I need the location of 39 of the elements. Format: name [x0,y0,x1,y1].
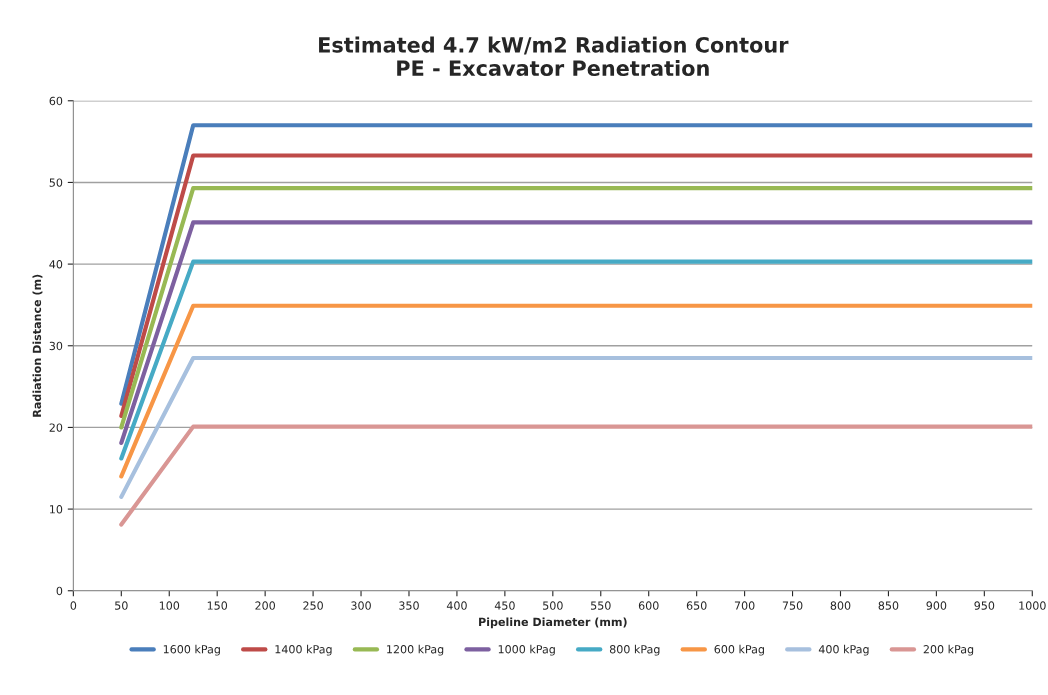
x-tick-label: 400 [446,601,467,610]
x-tick-label: 850 [878,601,899,610]
x-tick-label: 750 [782,601,803,610]
x-tick-label: 0 [70,601,77,610]
y-tick-label: 30 [49,341,63,351]
x-tick-label: 300 [351,601,371,610]
legend-label: 1200 kPag [387,644,444,656]
legend-label: 1000 kPag [498,644,555,656]
y-axis-title: Radiation Distance (m) [32,274,43,417]
x-tick-label: 50 [115,601,128,610]
legend-label: 800 kPag [609,644,660,656]
x-tick-label: 500 [543,601,563,610]
x-tick-label: 700 [734,601,755,610]
x-tick-label: 600 [638,601,659,610]
legend-label: 200 kPag [923,644,974,656]
y-tick-label: 60 [49,96,63,106]
x-axis-title: Pipeline Diameter (mm) [479,617,627,629]
x-tick-label: 550 [591,601,611,610]
x-tick-label: 800 [830,601,851,610]
chart-title: Estimated 4.7 kW/m2 Radiation Contour PE - Excavator Penetration [319,36,789,77]
x-tick-label: 200 [255,601,276,610]
x-tick-label: 650 [686,601,707,610]
legend-label: 600 kPag [714,644,764,656]
legend-label: 1400 kPag [275,644,332,656]
x-tick-label: 250 [303,601,323,610]
x-tick-label: 1000 [1019,601,1046,610]
x-tick-label: 150 [207,601,228,610]
x-tick-label: 900 [926,601,947,610]
x-tick-label: 950 [974,601,995,610]
legend-label: 1600 kPag [163,644,220,656]
y-tick-label: 10 [50,505,63,514]
x-tick-label: 350 [399,601,419,610]
y-tick-label: 20 [49,423,63,432]
y-tick-label: 0 [56,586,63,596]
y-tick-label: 40 [49,260,63,269]
legend-label: 400 kPag [818,644,869,656]
y-tick-label: 50 [49,178,63,187]
x-tick-label: 100 [159,601,180,610]
x-tick-label: 450 [494,601,515,610]
